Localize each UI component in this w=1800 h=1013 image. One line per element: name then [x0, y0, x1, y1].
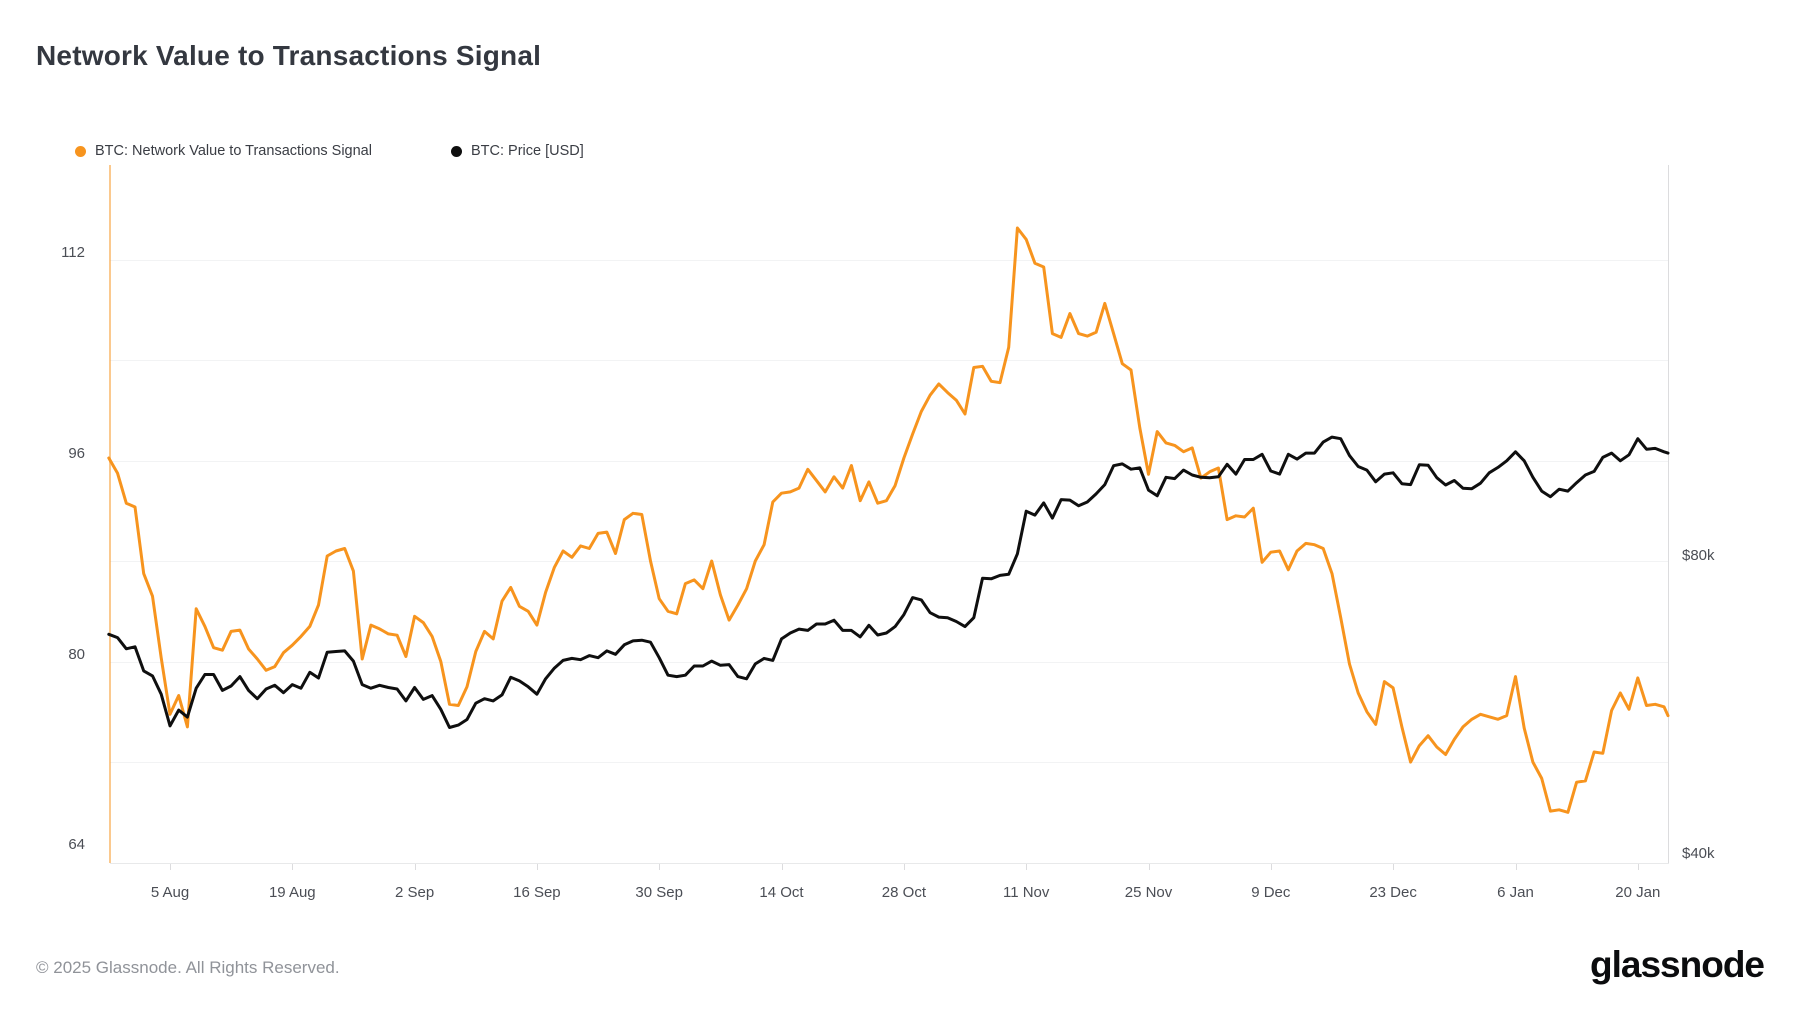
- y-axis-left-tick-64: 64: [68, 836, 85, 853]
- x-axis-tick-mark-2-sep: [414, 864, 416, 870]
- x-axis-tick-mark-23-dec: [1393, 864, 1395, 870]
- footer-copyright: © 2025 Glassnode. All Rights Reserved.: [36, 958, 340, 977]
- x-axis-tick-mark-11-nov: [1026, 864, 1028, 870]
- y-axis-left-tick-80: 80: [68, 645, 85, 663]
- y-axis-left-tick-112: 112: [61, 243, 85, 261]
- x-axis-tick-mark-28-oct: [903, 864, 905, 870]
- y-axis-left-tick-96: 96: [68, 444, 85, 462]
- x-axis-label-9-dec: 9 Dec: [1251, 884, 1291, 901]
- series-line-nvt-signal: [107, 226, 1670, 814]
- legend-dot-price-icon: [451, 145, 462, 157]
- x-axis-tick-mark-30-sep: [659, 864, 661, 870]
- x-axis-label-28-oct: 28 Oct: [881, 884, 926, 901]
- x-axis-label-11-nov: 11 Nov: [1002, 884, 1050, 901]
- x-axis-tick-mark-5-aug: [170, 864, 171, 870]
- legend-label-price: BTC: Price [USD]: [471, 143, 584, 159]
- x-axis-tick-mark-19-aug: [292, 864, 294, 870]
- y-axis-right-tick-80k: $80k: [1682, 547, 1715, 564]
- gridline-80: [110, 661, 1668, 663]
- x-axis-label-20-jan: 20 Jan: [1615, 884, 1661, 901]
- gridline-72: [110, 762, 1668, 764]
- x-axis-label-23-dec: 23 Dec: [1369, 884, 1417, 901]
- gridline-104: [110, 360, 1668, 361]
- x-axis-tick-mark-6-jan: [1515, 864, 1517, 870]
- x-axis-label-2-sep: 2 Sep: [394, 884, 435, 901]
- x-axis-tick-mark-9-dec: [1270, 864, 1272, 870]
- x-axis-tick-mark-14-oct: [781, 864, 783, 870]
- gridline-112: [110, 259, 1668, 261]
- y-axis-right-line: [1668, 165, 1669, 863]
- legend-dot-nvt-icon: [75, 145, 86, 157]
- x-axis-label-14-oct: 14 Oct: [759, 884, 804, 901]
- legend-item-nvt-signal[interactable]: BTC: Network Value to Transactions Signa…: [75, 141, 372, 161]
- x-axis-label-25-nov: 25 Nov: [1124, 884, 1173, 901]
- x-axis-line: [110, 863, 1669, 864]
- gridline-96: [110, 460, 1668, 462]
- x-axis-label-6-jan: 6 Jan: [1497, 884, 1534, 901]
- x-axis-tick-mark-16-sep: [536, 864, 538, 870]
- y-axis-left-line: [109, 165, 111, 863]
- gridline-88: [110, 561, 1668, 562]
- x-axis-label-16-sep: 16 Sep: [513, 884, 561, 901]
- legend-label-nvt: BTC: Network Value to Transactions Signa…: [95, 143, 372, 159]
- x-axis-tick-mark-20-jan: [1637, 864, 1639, 870]
- x-axis-label-30-sep: 30 Sep: [635, 884, 683, 901]
- series-line-price: [107, 435, 1670, 729]
- x-axis-tick-mark-25-nov: [1148, 864, 1150, 870]
- y-axis-right-tick-40k: $40k: [1682, 845, 1715, 862]
- page-title: Network Value to Transactions Signal: [36, 40, 542, 71]
- x-axis-label-5-aug: 5 Aug: [150, 884, 190, 901]
- legend-item-price[interactable]: BTC: Price [USD]: [451, 141, 584, 161]
- x-axis-label-19-aug: 19 Aug: [268, 884, 316, 901]
- glassnode-logo: glassnode: [1590, 944, 1765, 985]
